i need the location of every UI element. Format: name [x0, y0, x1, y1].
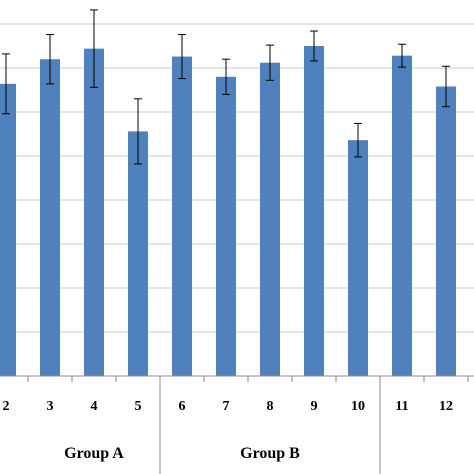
error-bar-8: [266, 44, 274, 81]
bar-9: [304, 46, 324, 376]
error-bar-5: [134, 98, 142, 165]
bar-7: [216, 76, 236, 377]
bar-5: [128, 131, 148, 376]
x-tick-label-10: 10: [351, 399, 365, 414]
x-tick-label-2: 2: [3, 399, 10, 414]
group-label: Group A: [64, 445, 124, 462]
bar-11: [392, 55, 412, 377]
error-bar-9: [310, 30, 318, 62]
x-tick-label-6: 6: [179, 399, 186, 414]
x-tick-label-12: 12: [439, 399, 453, 414]
error-bars: [2, 9, 450, 165]
x-tick-label-4: 4: [91, 399, 98, 414]
error-bar-10: [354, 122, 362, 158]
bar-2: [0, 83, 16, 376]
bar-12: [436, 86, 456, 376]
error-bar-11: [398, 43, 406, 68]
bar-8: [260, 62, 280, 376]
group-label: Group B: [240, 445, 300, 462]
bar-3: [40, 59, 60, 376]
bar-6: [172, 56, 192, 377]
x-tick-label-8: 8: [267, 399, 274, 414]
bar-4: [84, 48, 104, 376]
x-tick-labels: 2 3 4 5 6 7 8 9 10 11 12: [3, 399, 454, 414]
error-bar-2: [2, 53, 10, 115]
gridlines: [0, 23, 474, 333]
x-tick-label-5: 5: [135, 399, 142, 414]
error-bar-7: [222, 58, 230, 95]
error-bar-4: [90, 9, 98, 88]
bars: [0, 46, 456, 377]
x-tick-label-11: 11: [395, 399, 408, 414]
x-axis: [0, 375, 474, 474]
error-bar-3: [46, 34, 54, 85]
x-tick-label-3: 3: [47, 399, 54, 414]
bar-10: [348, 140, 368, 376]
error-bar-12: [442, 65, 450, 108]
x-tick-label-7: 7: [223, 399, 230, 414]
error-bar-6: [178, 34, 186, 80]
x-tick-label-9: 9: [311, 399, 318, 414]
